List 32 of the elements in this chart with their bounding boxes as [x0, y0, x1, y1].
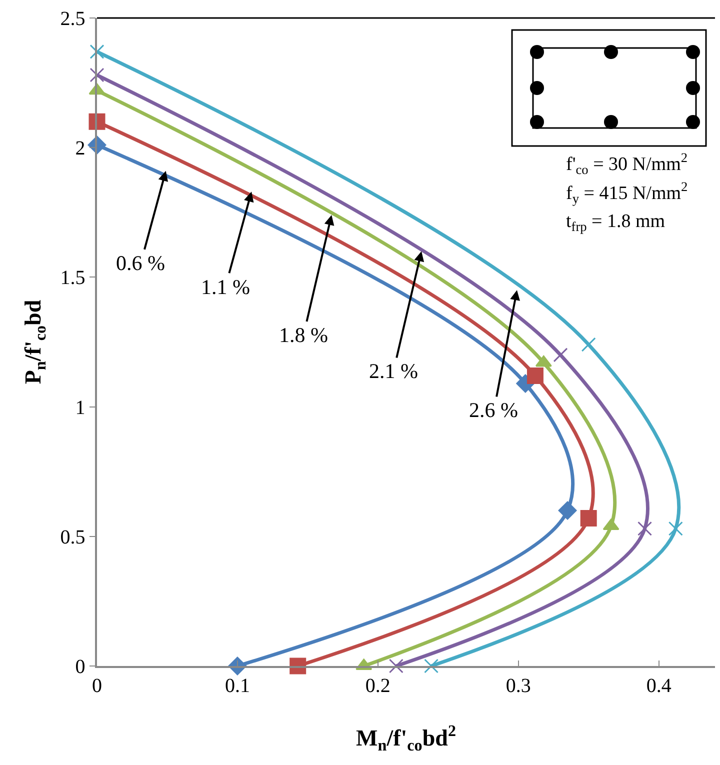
point [602, 518, 620, 530]
point [581, 337, 596, 352]
point [553, 348, 568, 362]
point [388, 658, 404, 674]
annotation: 2.6 % [469, 398, 518, 422]
annotation: t$_{frp}$ = 1.8 mm [566, 211, 666, 234]
annotation: f$_{y}$ = 415 N/mm$^{2}$ [566, 179, 688, 206]
x-tick-label: 0.2 [365, 674, 390, 697]
annotation: 1.8 % [279, 323, 328, 347]
point [90, 68, 104, 82]
y-tick-label: 0 [75, 656, 86, 678]
point [526, 367, 544, 384]
point [90, 44, 104, 59]
point [424, 658, 439, 674]
x-tick-label: 0 [92, 674, 102, 697]
x-tick-label: 0.4 [646, 674, 672, 697]
x-tick-label: 0.1 [224, 674, 250, 697]
y-tick-label: 0.5 [60, 526, 86, 548]
y-tick-label: 2.5 [60, 8, 86, 30]
point [638, 521, 652, 536]
annotation: 0.6 % [116, 251, 165, 275]
annotation: 1.1 % [201, 275, 250, 299]
annotation: f'$_{co}$ = 30 N/mm$^{2}$ [566, 150, 688, 177]
x-tick-label: 0.3 [506, 674, 531, 697]
point [668, 521, 683, 536]
point [558, 501, 577, 520]
annotation: 2.1 % [369, 359, 418, 383]
point [580, 510, 597, 527]
y-tick-label: 1.5 [60, 267, 86, 290]
x-axis-title: M$_{n}$/f'$_{co}$bd$^{2}$ [356, 722, 456, 754]
y-tick-label: 1 [75, 396, 86, 419]
y-tick-label: 2 [75, 138, 86, 160]
